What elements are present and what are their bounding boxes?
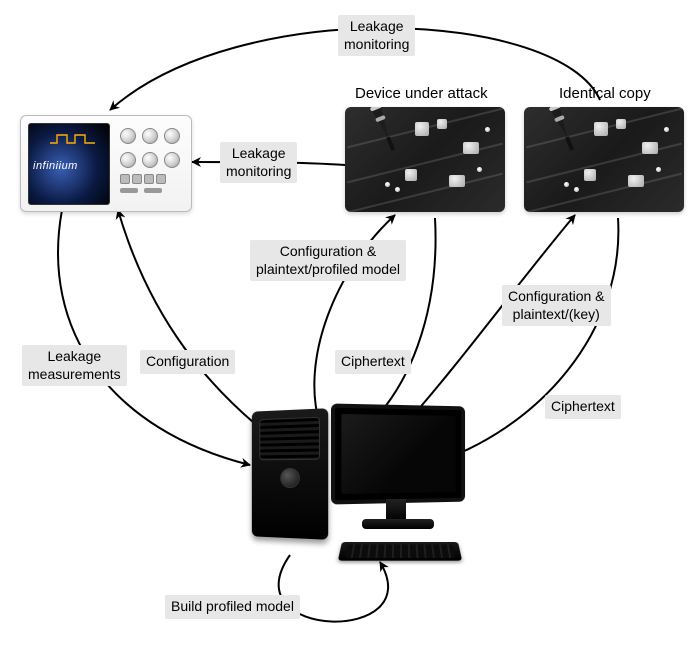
arrow-leakage-measurements (58, 210, 250, 465)
pc-tower-icon (252, 408, 328, 540)
label-leakage-monitoring-mid: Leakage monitoring (220, 142, 297, 183)
label-ciphertext-dua: Ciphertext (335, 350, 411, 374)
identical-copy-wrap: Identical copy (524, 85, 684, 212)
label-build-model: Build profiled model (165, 595, 300, 619)
label-config-profiled: Configuration & plaintext/profiled model (250, 240, 406, 281)
pc-keyboard-icon (338, 542, 462, 561)
label-configuration: Configuration (140, 350, 235, 374)
label-leakage-monitoring-top: Leakage monitoring (338, 15, 415, 56)
oscilloscope-brand: infiniium (33, 160, 78, 172)
label-leakage-measurements: Leakage measurements (22, 345, 127, 386)
probe-icon (365, 107, 400, 155)
pc-monitor-icon (331, 404, 465, 505)
oscilloscope-wave-icon (49, 132, 97, 146)
oscilloscope-screen: infiniium (28, 123, 110, 205)
oscilloscope-controls (114, 126, 185, 201)
device-under-attack-board (345, 107, 505, 212)
diagram-stage: infiniium Device under attack (0, 0, 694, 653)
oscilloscope: infiniium (20, 115, 192, 212)
identical-copy-title: Identical copy (559, 85, 651, 102)
device-under-attack-title: Device under attack (355, 85, 488, 102)
attacker-pc (250, 405, 470, 575)
label-ciphertext-copy: Ciphertext (545, 395, 621, 419)
label-config-key: Configuration & plaintext/(key) (502, 285, 611, 326)
probe-icon (544, 107, 579, 155)
identical-copy-board (524, 107, 684, 212)
device-under-attack-wrap: Device under attack (345, 85, 505, 212)
